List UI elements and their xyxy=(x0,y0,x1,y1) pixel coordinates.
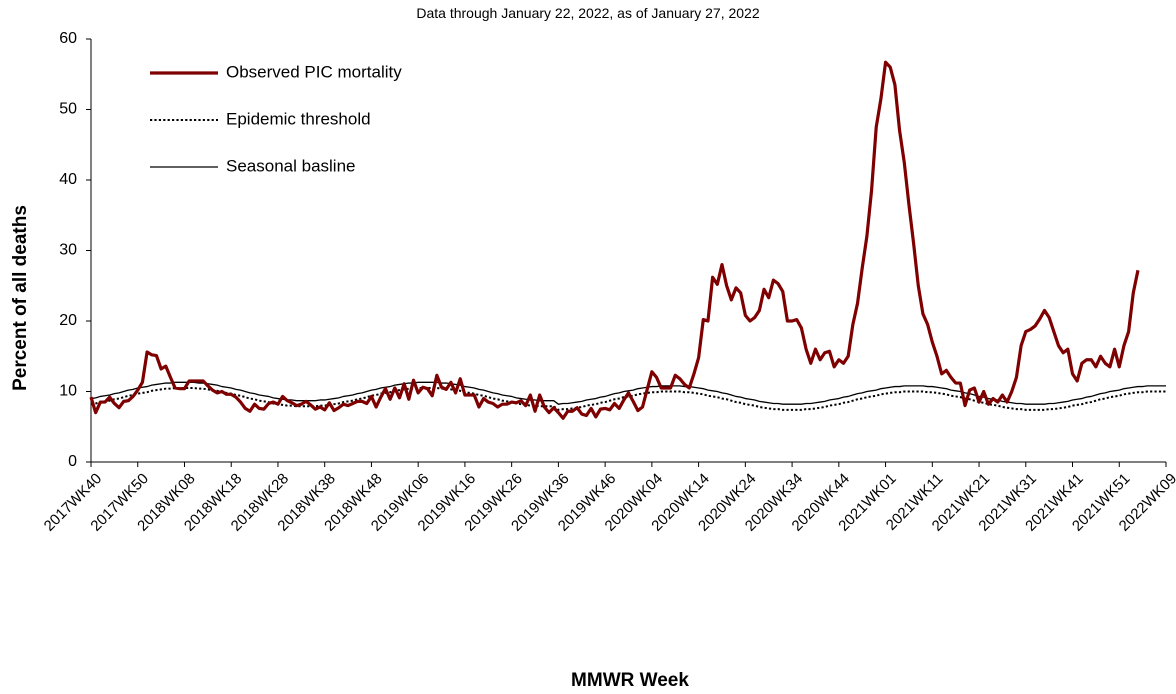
y-tick-label: 60 xyxy=(59,30,77,47)
y-tick-label: 50 xyxy=(59,101,77,118)
legend-label: Epidemic threshold xyxy=(226,109,371,128)
y-tick-label: 10 xyxy=(59,383,77,400)
chart-subtitle: Data through January 22, 2022, as of Jan… xyxy=(416,5,759,21)
y-tick-label: 30 xyxy=(59,242,77,259)
y-tick-label: 0 xyxy=(68,453,77,470)
legend-label: Seasonal basline xyxy=(226,156,355,175)
y-axis-title: Percent of all deaths xyxy=(10,205,31,391)
x-axis-title: MMWR Week xyxy=(571,670,689,691)
y-tick-label: 20 xyxy=(59,312,77,329)
series-line xyxy=(89,60,1140,420)
legend-label: Observed PIC mortality xyxy=(226,62,402,81)
y-tick-label: 40 xyxy=(59,171,77,188)
